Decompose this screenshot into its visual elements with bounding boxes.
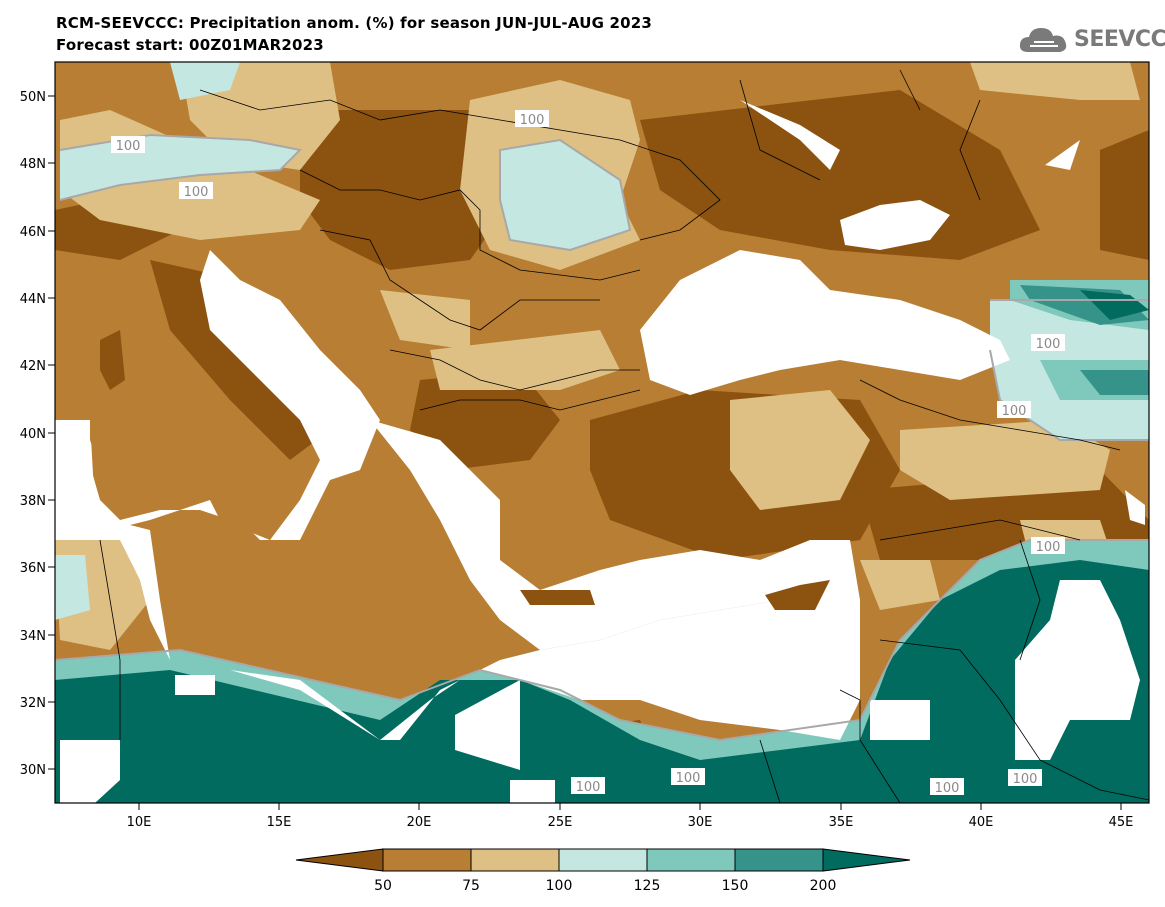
colorbar-segment: [558, 848, 648, 872]
longitude-labels: 10E 15E 20E 25E 30E 35E 40E 45E: [127, 815, 1134, 830]
svg-text:100: 100: [576, 780, 601, 795]
lon-label: 25E: [548, 815, 573, 830]
lat-label: 40N: [20, 427, 46, 442]
map-title: RCM-SEEVCCC: Precipitation anom. (%) for…: [56, 14, 653, 32]
lat-label: 30N: [20, 763, 46, 778]
colorbar-label: 100: [546, 878, 573, 894]
lat-label: 50N: [20, 90, 46, 105]
contour-label: 100: [997, 401, 1031, 419]
lon-label: 15E: [267, 815, 292, 830]
anomaly-field: [55, 62, 1149, 803]
colorbar-label: 200: [810, 878, 837, 894]
forecast-start: Forecast start: 00Z01MAR2023: [56, 36, 324, 54]
lat-label: 38N: [20, 494, 46, 509]
colorbar-lower-triangle: [295, 848, 384, 872]
contour-label: 100: [1008, 769, 1042, 787]
colorbar-label: 125: [634, 878, 661, 894]
contour-label: 100: [1031, 537, 1065, 555]
lon-label: 45E: [1109, 815, 1134, 830]
lon-label: 40E: [969, 815, 994, 830]
contour-lines: [55, 133, 1149, 742]
seevccc-logo: SEEVCCC: [1018, 22, 1165, 56]
latitude-labels: 50N 48N 46N 44N 42N 40N 38N 36N 34N 32N …: [20, 90, 46, 778]
lon-label: 35E: [829, 815, 854, 830]
colorbar-segment: [470, 848, 560, 872]
axis-ticks: [48, 95, 1122, 810]
lat-label: 34N: [20, 629, 46, 644]
lon-label: 20E: [407, 815, 432, 830]
svg-text:100: 100: [116, 139, 141, 154]
colorbar-label: 150: [722, 878, 749, 894]
lon-label: 30E: [688, 815, 713, 830]
svg-text:100: 100: [1036, 337, 1061, 352]
lat-label: 32N: [20, 696, 46, 711]
svg-text:100: 100: [1013, 772, 1038, 787]
colorbar-label: 50: [374, 878, 392, 894]
contour-label: 100: [930, 778, 964, 796]
colorbar: 50 75 100 125 150 200: [295, 848, 911, 894]
cloud-icon: [1019, 28, 1067, 52]
lon-label: 10E: [127, 815, 152, 830]
contour-label: 100: [571, 777, 605, 795]
lat-label: 48N: [20, 157, 46, 172]
colorbar-label: 75: [462, 878, 480, 894]
svg-text:100: 100: [1036, 540, 1061, 555]
contour-label: 100: [111, 136, 145, 154]
contour-label: 100: [515, 110, 549, 128]
lat-label: 36N: [20, 561, 46, 576]
contour-label: 100: [1031, 334, 1065, 352]
contour-label: 100: [179, 182, 213, 200]
lat-label: 42N: [20, 359, 46, 374]
colorbar-segment: [646, 848, 736, 872]
colorbar-segment: [734, 848, 824, 872]
contour-label: 100: [671, 768, 705, 786]
svg-text:100: 100: [676, 771, 701, 786]
svg-text:100: 100: [1002, 404, 1027, 419]
colorbar-upper-triangle: [822, 848, 911, 872]
lat-label: 44N: [20, 292, 46, 307]
logo-text: SEEVCCC: [1074, 26, 1165, 52]
svg-text:100: 100: [184, 185, 209, 200]
svg-text:100: 100: [520, 113, 545, 128]
svg-text:100: 100: [935, 781, 960, 796]
lat-label: 46N: [20, 225, 46, 240]
colorbar-segment: [382, 848, 472, 872]
contour-labels: 100 100 100 100 100 100 100 100 100 100: [111, 110, 1065, 796]
